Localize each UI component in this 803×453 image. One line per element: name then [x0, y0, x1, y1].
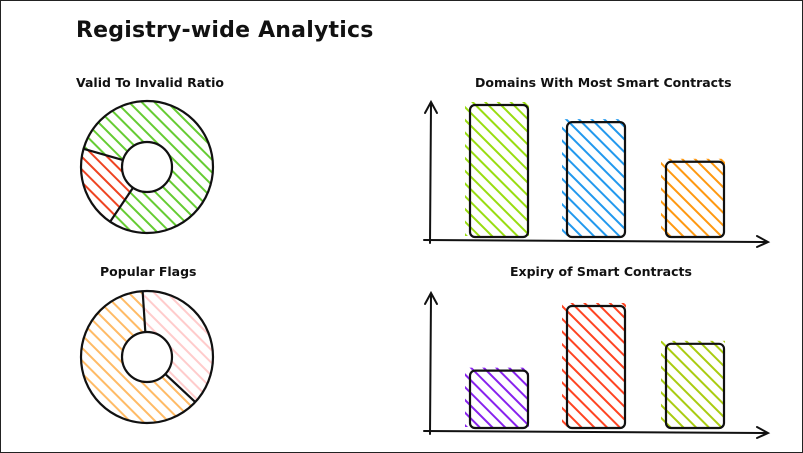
- most-contracts-y-arrow: [424, 99, 438, 114]
- donut1-divider: [109, 187, 134, 223]
- most-contracts-bar-fill-1: [465, 102, 529, 236]
- expiry-y-axis: [429, 294, 432, 435]
- expiry-bars: [465, 303, 726, 430]
- donut1-inner-hole: [120, 140, 174, 194]
- most-contracts-x-axis: [423, 239, 767, 243]
- expiry-bar-2: [565, 304, 627, 430]
- most-contracts-bar-1: [468, 103, 530, 239]
- most-contracts-bar-fill-2: [562, 119, 626, 236]
- invalid-slice: [81, 148, 134, 222]
- popular-flags-title: Popular Flags: [100, 264, 197, 279]
- most-contracts-bars: [465, 102, 726, 239]
- expiry-bar-3: [664, 342, 726, 430]
- donut2-divider: [164, 373, 197, 403]
- flag-slice-2: [142, 291, 214, 403]
- expiry-axes: [423, 290, 771, 439]
- most-contracts-bar-3: [664, 160, 726, 239]
- expiry-bar-fill-2: [562, 303, 626, 427]
- expiry-title: Expiry of Smart Contracts: [510, 264, 692, 279]
- most-contracts-x-arrow: [756, 235, 771, 248]
- expiry-bar-1: [468, 369, 530, 430]
- most-contracts-title: Domains With Most Smart Contracts: [475, 75, 732, 90]
- donut2-divider: [141, 291, 147, 333]
- most-contracts-bar-2: [565, 121, 627, 239]
- popular-flags-donut: [79, 289, 215, 425]
- expiry-bar-fill-1: [465, 367, 529, 427]
- donut1-outer-ring: [79, 99, 215, 235]
- donut2-inner-hole: [120, 330, 174, 384]
- valid-ratio-donut: [79, 99, 215, 235]
- expiry-x-arrow: [756, 426, 771, 439]
- valid-slice: [83, 101, 213, 233]
- expiry-x-axis: [423, 430, 767, 434]
- page-title: Registry-wide Analytics: [76, 18, 374, 43]
- most-contracts-y-axis: [429, 103, 432, 244]
- most-contracts-axes: [423, 99, 771, 248]
- expiry-y-arrow: [424, 290, 438, 305]
- donut1-divider: [83, 147, 124, 162]
- flag-slice-1: [81, 291, 196, 423]
- donut2-outer-ring: [79, 289, 215, 425]
- expiry-bar-fill-3: [661, 340, 725, 427]
- most-contracts-bar-fill-3: [661, 158, 725, 236]
- valid-ratio-title: Valid To Invalid Ratio: [76, 75, 225, 90]
